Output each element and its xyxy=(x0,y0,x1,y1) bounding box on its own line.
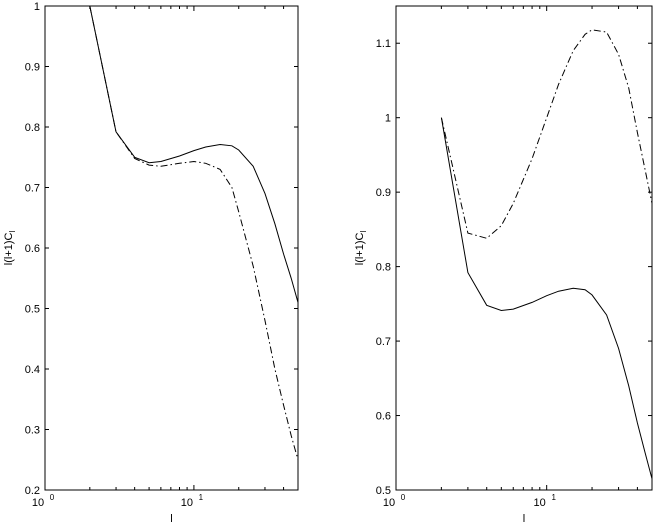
left-y-tick-label: 0.9 xyxy=(25,62,40,74)
left-y-tick-label: 0.6 xyxy=(25,243,40,255)
right-y-tick-label: 1 xyxy=(385,113,391,125)
right-y-tick-label: 0.5 xyxy=(376,485,391,497)
right-chart-panel: 0.5 0.6 0.7 0.8 0.9 1 1.1 10 0 10 1 l l(l+1)Cl xyxy=(354,5,653,525)
right-series-dash-dot-line xyxy=(440,29,652,239)
right-x-tick-label: 10 xyxy=(383,497,395,509)
right-x-axis-label: l xyxy=(523,513,525,525)
right-series-solid-line xyxy=(440,117,652,479)
left-plot-frame xyxy=(44,5,299,491)
left-x-tick-label: 10 xyxy=(181,497,193,509)
right-y-axis-label: l(l+1)Cl xyxy=(354,231,368,266)
right-y-tick-label: 1.1 xyxy=(376,38,391,50)
right-y-tick-label: 0.9 xyxy=(376,187,391,199)
right-y-tick-label: 0.7 xyxy=(376,336,391,348)
right-x-tick-label: 10 xyxy=(534,497,546,509)
left-y-tick-label: 0.3 xyxy=(25,425,40,437)
left-x-axis-label: l xyxy=(170,513,172,525)
right-x-tick-exponent: 0 xyxy=(401,493,406,502)
left-y-tick-label: 0.5 xyxy=(25,304,40,316)
right-plot-frame xyxy=(395,5,653,491)
left-y-tick-label: 0.4 xyxy=(25,364,40,376)
right-y-tick-label: 0.8 xyxy=(376,262,391,274)
left-y-tick-label: 1 xyxy=(34,1,40,13)
left-y-tick-label: 0.7 xyxy=(25,183,40,195)
right-y-tick-label: 0.6 xyxy=(376,411,391,423)
left-x-tick-exponent: 1 xyxy=(199,493,204,502)
left-series-dash-dot-line xyxy=(89,6,298,460)
left-series-solid-line xyxy=(89,6,298,303)
left-x-tick-label: 10 xyxy=(32,497,44,509)
left-x-tick-exponent: 0 xyxy=(50,493,55,502)
left-y-tick-label: 0.2 xyxy=(25,485,40,497)
left-y-tick-label: 0.8 xyxy=(25,122,40,134)
right-x-tick-exponent: 1 xyxy=(551,493,556,502)
left-chart-panel: 0.2 0.3 0.4 0.5 0.6 0.7 0.8 0.9 1 10 0 10 1 l l(l+1)Cl xyxy=(3,1,299,525)
left-y-axis-label: l(l+1)Cl xyxy=(3,231,17,266)
